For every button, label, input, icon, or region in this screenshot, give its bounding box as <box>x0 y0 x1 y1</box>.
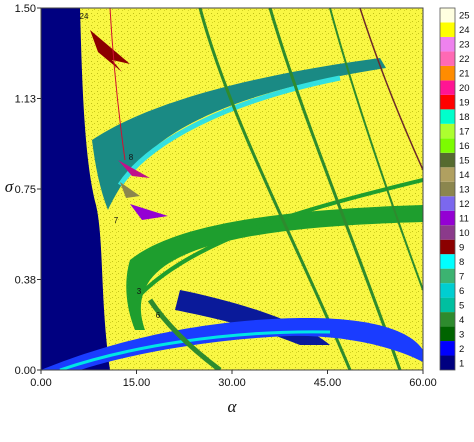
colorbar-swatch <box>440 254 455 269</box>
x-axis-ticks: 0.00 15.00 30.00 45.00 60.00 <box>30 370 437 389</box>
x-tick-label: 15.00 <box>123 377 151 389</box>
olive-spike-region <box>120 182 140 198</box>
colorbar-label: 19 <box>459 98 470 109</box>
colorbar-swatch <box>440 51 455 66</box>
green-diagonal-2 <box>268 8 402 370</box>
colorbar-swatch <box>440 22 455 37</box>
cyan-band-upper <box>117 75 341 187</box>
colorbar-swatch <box>440 341 455 356</box>
green-band-upper <box>133 178 423 302</box>
y-tick-label: 1.50 <box>15 3 36 15</box>
green-arc-bottom <box>147 298 222 370</box>
colorbar-label: 1 <box>459 358 464 369</box>
x-tick-label: 45.00 <box>314 377 342 389</box>
colorbar-label: 3 <box>459 329 464 340</box>
colorbar-swatch <box>440 65 455 81</box>
colorbar-label: 2 <box>459 344 464 355</box>
colorbar-swatch <box>440 283 455 298</box>
darkred-spike-region <box>90 30 130 72</box>
colorbar-label: 12 <box>459 199 470 210</box>
colorbar-label: 15 <box>459 156 470 167</box>
region-label: 24 <box>80 12 89 21</box>
colorbar-label: 7 <box>459 271 464 282</box>
colorbar-swatch <box>440 196 455 211</box>
y-tick-label: 0.00 <box>15 365 36 377</box>
thin-red-line <box>109 8 126 161</box>
colorbar-frame <box>439 7 456 371</box>
y-tick-label: 0.38 <box>15 275 36 287</box>
region-label: 3 <box>137 287 142 296</box>
colorbar-swatch <box>440 36 455 52</box>
colorbar-label: 14 <box>459 170 470 181</box>
x-tick-label: 30.00 <box>218 377 246 389</box>
colorbar: 1234567891011121314151617181920212223242… <box>439 7 470 371</box>
x-axis-label: α <box>228 397 238 416</box>
green-diagonal-3 <box>329 8 423 291</box>
colorbar-swatch <box>440 109 455 124</box>
magenta-spike-region <box>118 160 150 178</box>
colorbar-swatch <box>440 239 455 255</box>
colorbar-label: 16 <box>459 141 470 152</box>
colorbar-label: 18 <box>459 112 470 123</box>
region-labels: 24 8 7 3 6 <box>80 12 161 320</box>
colorbar-swatch <box>440 297 455 313</box>
colorbar-label: 24 <box>459 25 470 36</box>
colorbar-label: 8 <box>459 257 464 268</box>
colorbar-swatch <box>440 225 455 240</box>
colorbar-swatch <box>440 8 455 23</box>
colorbar-label: 11 <box>459 213 469 224</box>
region-label: 8 <box>129 153 134 162</box>
y-tick-label: 1.13 <box>15 94 36 106</box>
colorbar-swatch <box>440 152 455 168</box>
colorbar-label: 22 <box>459 54 470 65</box>
x-tick-label: 60.00 <box>409 377 437 389</box>
colorbar-label: 25 <box>459 11 470 22</box>
colorbar-swatch <box>440 167 455 182</box>
colorbar-label: 13 <box>459 185 470 196</box>
y-axis-label: σ <box>5 177 14 196</box>
colorbar-label: 10 <box>459 228 470 239</box>
colorbar-swatch <box>440 326 455 342</box>
colorbar-swatch <box>440 210 455 226</box>
plot-area <box>41 8 423 370</box>
purple-spike-region <box>130 204 168 220</box>
colorbar-swatch <box>440 181 455 197</box>
colorbar-swatch <box>440 355 455 370</box>
colorbar-swatch <box>440 138 455 153</box>
colorbar-label: 6 <box>459 286 464 297</box>
colorbar-label: 21 <box>459 69 470 80</box>
green-band-lower <box>126 205 423 330</box>
colorbar-swatch <box>440 123 455 139</box>
colorbar-label: 20 <box>459 83 470 94</box>
colorbar-swatch <box>440 268 455 284</box>
colorbar-label: 23 <box>459 40 470 51</box>
region-label: 7 <box>114 216 119 225</box>
colorbar-label: 4 <box>459 315 464 326</box>
x-tick-label: 0.00 <box>30 377 51 389</box>
colorbar-label: 17 <box>459 127 470 138</box>
colorbar-label: 9 <box>459 242 464 253</box>
colorbar-label: 5 <box>459 300 464 311</box>
y-axis-ticks: 0.00 0.38 0.75 1.13 1.50 <box>15 3 41 377</box>
y-tick-label: 0.75 <box>15 184 36 196</box>
colorbar-swatch <box>440 94 455 110</box>
teal-wedge-region <box>92 58 386 210</box>
colorbar-swatch <box>440 80 455 95</box>
navy-region-left <box>41 8 110 370</box>
dark-diagonal-1 <box>359 8 423 171</box>
colorbar-swatch <box>440 312 455 327</box>
region-label: 6 <box>156 311 161 320</box>
